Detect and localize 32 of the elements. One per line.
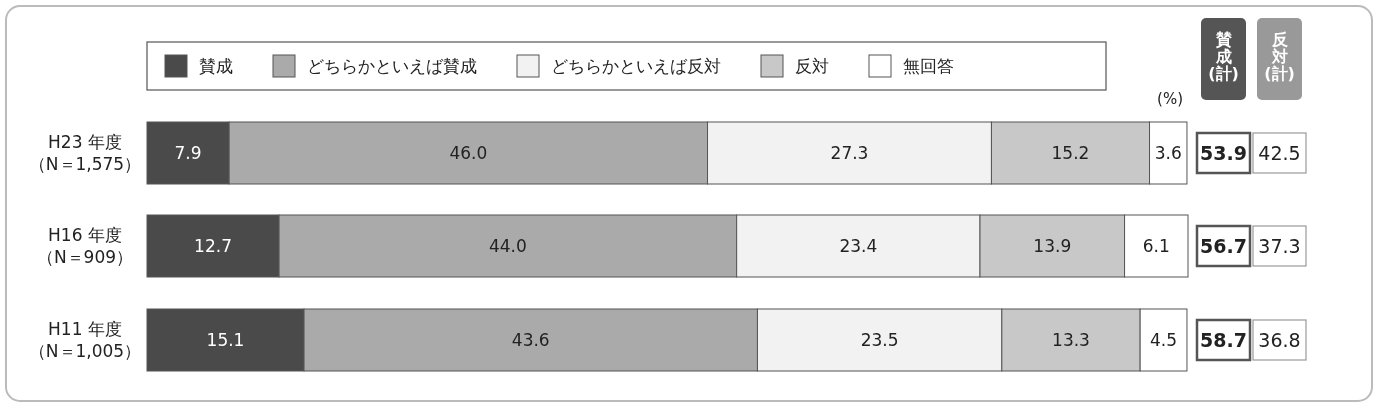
y-tick-label: H16 年度（N＝909） [36,225,134,267]
data-label: 43.6 [511,330,550,350]
data-label: 23.5 [860,330,899,350]
data-label: 15.1 [206,330,245,350]
text: 56.7 [1200,235,1247,257]
data-label: 13.9 [1033,236,1072,256]
text: 反対(計) [1264,29,1295,83]
text: 賛成(計) [1208,29,1239,83]
data-label: 3.6 [1154,143,1182,163]
text: 53.9 [1200,142,1247,164]
y-tick-label: H23 年度（N＝1,575） [28,132,142,174]
text: 36.8 [1258,329,1301,351]
data-label: 4.5 [1150,330,1178,350]
legend-label: 賛成 [199,56,233,76]
legend-label: どちらかといえば賛成 [307,56,477,76]
data-label: 23.4 [839,236,878,256]
data-label: 27.3 [830,143,869,163]
data-label: 15.2 [1051,143,1090,163]
annotation: (%) [1157,90,1183,108]
text: 42.5 [1258,142,1301,164]
data-label: 6.1 [1142,236,1170,256]
legend-label: どちらかといえば反対 [551,56,721,76]
data-label: 7.9 [174,143,202,163]
text: 37.3 [1258,235,1301,257]
data-label: 13.3 [1052,330,1090,350]
legend-label: 無回答 [903,56,954,76]
text: 58.7 [1200,329,1247,351]
data-label: 44.0 [488,236,527,256]
legend-label: 反対 [795,56,829,76]
y-tick-label: H11 年度（N＝1,005） [28,319,142,361]
data-label: 12.7 [194,236,232,256]
data-label: 46.0 [449,143,488,163]
